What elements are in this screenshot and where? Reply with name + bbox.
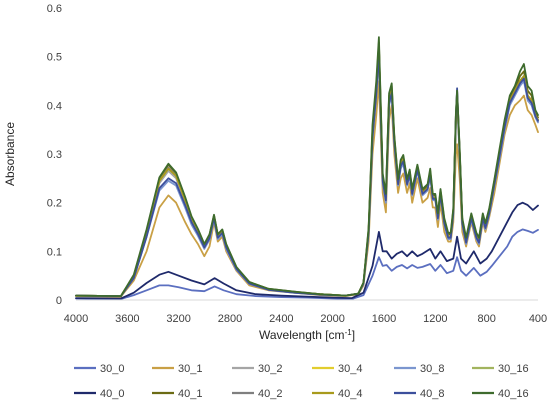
x-tick-label: 800 — [477, 313, 495, 325]
x-tick-label: 3200 — [166, 313, 190, 325]
series-line-30-0 — [75, 228, 539, 300]
legend-label: 40_4 — [338, 388, 362, 400]
legend-label: 30_0 — [100, 363, 124, 375]
series-lines — [75, 36, 539, 300]
x-tick-label: 2400 — [269, 313, 293, 325]
series-line-40-16 — [75, 36, 539, 297]
y-tick-label: 0.4 — [47, 100, 62, 112]
legend-label: 30_1 — [178, 363, 202, 375]
x-axis-title-sup: -1 — [345, 328, 353, 337]
y-tick-label: 0.1 — [47, 246, 62, 258]
legend-label: 30_16 — [498, 363, 529, 375]
x-axis-title-main: Wavelength [cm — [259, 328, 345, 342]
legend: 30_0 30_1 30_2 30_4 30_8 30_16 40_0 40_1 40_2 40_… — [74, 363, 529, 400]
x-tick-labels: 4000 3600 3200 2800 2400 2000 1600 1200 800 400 — [64, 313, 547, 325]
y-tick-labels: 0 0.1 0.2 0.3 0.4 0.5 0.6 — [47, 3, 62, 307]
legend-label: 40_2 — [258, 388, 282, 400]
y-tick-label: 0 — [56, 295, 62, 307]
x-tick-label: 2000 — [320, 313, 344, 325]
y-tick-label: 0.5 — [47, 52, 62, 64]
x-tick-label: 1200 — [423, 313, 447, 325]
y-tick-label: 0.3 — [47, 149, 62, 161]
x-tick-label: 4000 — [64, 313, 88, 325]
legend-label: 30_8 — [420, 363, 444, 375]
x-tick-label: 3600 — [115, 313, 139, 325]
x-tick-label: 400 — [529, 313, 547, 325]
series-line-30-1 — [75, 80, 539, 298]
y-tick-label: 0.2 — [47, 198, 62, 210]
legend-label: 30_2 — [258, 363, 282, 375]
x-axis-title-end: ] — [352, 328, 355, 342]
legend-label: 40_0 — [100, 388, 124, 400]
x-axis-title: Wavelength [cm-1] — [259, 328, 355, 343]
series-line-40-0 — [75, 201, 539, 300]
legend-label: 40_16 — [498, 388, 529, 400]
x-tick-label: 1600 — [372, 313, 396, 325]
legend-label: 40_8 — [420, 388, 444, 400]
y-tick-label: 0.6 — [47, 3, 62, 15]
x-tick-label: 2800 — [218, 313, 242, 325]
legend-label: 30_4 — [338, 363, 362, 375]
legend-label: 40_1 — [178, 388, 202, 400]
y-axis-title: Absorbance — [3, 122, 17, 186]
